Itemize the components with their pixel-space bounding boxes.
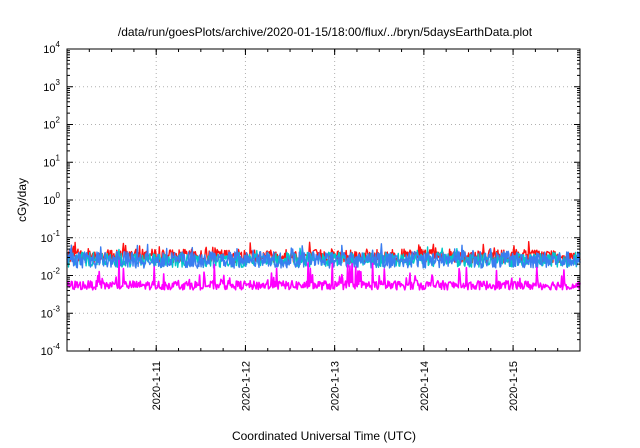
series-layer [66,241,581,291]
y-tick-label: 104 [43,40,60,56]
y-tick-label: 102 [43,116,60,132]
series-line [66,243,581,269]
series-line [66,259,581,291]
x-tick-label: 2020-1-11 [151,361,163,410]
y-axis: 10-4 10-3 10-2 10-1 100 101 102 103 104 [41,40,580,358]
y-axis-label: cGy/day [15,178,29,222]
y-tick-label: 10-1 [41,229,61,245]
x-axis-label: Coordinated Universal Time (UTC) [232,429,416,443]
y-tick-label: 10-2 [41,267,61,283]
x-tick-label: 2020-1-15 [508,361,520,411]
y-tick-label: 10-3 [41,304,61,320]
y-tick-label: 101 [43,153,60,169]
chart-title: /data/run/goesPlots/archive/2020-01-15/1… [118,25,533,39]
y-tick-label: 100 [43,191,60,207]
x-axis: 2020-1-11 2020-1-12 2020-1-13 2020-1-14 2020… [66,49,581,411]
y-tick-label: 10-4 [41,342,61,358]
x-tick-label: 2020-1-12 [240,361,252,411]
series-line [66,246,581,269]
x-tick-label: 2020-1-14 [419,361,431,411]
y-tick-label: 103 [43,78,60,94]
x-tick-label: 2020-1-13 [330,361,342,411]
grid [67,49,580,351]
